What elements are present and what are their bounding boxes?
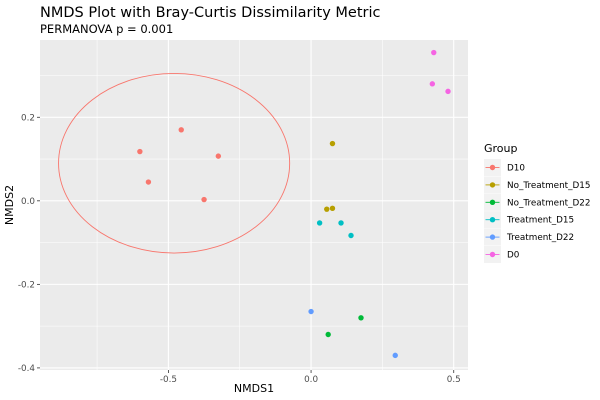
x-axis-title: NMDS1 (234, 382, 274, 395)
point-d10 (201, 196, 207, 203)
y-axis-ticks: -0.4 -0.2 0.0 0.2 (18, 113, 40, 374)
data-points (137, 49, 451, 359)
point-no-treatment-d22 (358, 315, 364, 321)
grid-minor (40, 40, 468, 370)
legend-label-no-treatment-d22: No_Treatment_D22 (507, 198, 591, 208)
legend-items: D10 No_Treatment_D15 No_Treatment_D22 Treat… (484, 159, 591, 263)
legend-point-no-treatment-d22 (489, 199, 496, 205)
legend-label-no-treatment-d15: No_Treatment_D15 (507, 181, 591, 191)
x-tick-label: 0.5 (447, 375, 461, 385)
point-d10 (145, 179, 152, 185)
legend-point-d0 (489, 251, 496, 258)
point-d10 (137, 148, 143, 155)
legend-label-treatment-d15: Treatment_D15 (506, 216, 574, 226)
grid-major (40, 40, 468, 370)
point-no-treatment-d15 (329, 205, 336, 212)
legend-point-d10 (489, 164, 496, 171)
legend-title: Group (484, 142, 518, 155)
legend-label-d0: D0 (507, 251, 520, 261)
confidence-ellipses (58, 72, 291, 254)
x-tick-label: 0.0 (304, 375, 318, 385)
y-tick-label: -0.4 (18, 364, 36, 374)
point-treatment-d15 (338, 220, 344, 226)
ellipse-d10 (58, 72, 291, 254)
point-treatment-d15 (316, 220, 323, 226)
point-treatment-d22 (308, 308, 314, 315)
legend-label-treatment-d22: Treatment_D22 (506, 233, 574, 243)
y-tick-label: 0.2 (21, 113, 35, 123)
point-treatment-d22 (392, 352, 398, 359)
x-axis-ticks: -0.5 0.0 0.5 (160, 370, 461, 385)
chart-title: NMDS Plot with Bray-Curtis Dissimilarity… (40, 5, 381, 21)
point-d0 (431, 49, 437, 56)
y-axis-title: NMDS2 (3, 185, 16, 225)
legend: Group D10 No_Treatment_D15 No_Treatment_D2… (484, 142, 591, 263)
legend-point-treatment-d22 (489, 234, 496, 240)
plot-panel (40, 40, 468, 370)
y-tick-label: 0.0 (21, 197, 35, 207)
legend-point-treatment-d15 (489, 217, 496, 223)
y-tick-label: -0.2 (18, 280, 35, 290)
point-treatment-d15 (348, 232, 354, 239)
legend-label-d10: D10 (507, 164, 525, 174)
point-no-treatment-d15 (324, 206, 330, 212)
point-d10 (178, 127, 184, 133)
point-no-treatment-d22 (325, 331, 331, 338)
chart-subtitle: PERMANOVA p = 0.001 (40, 22, 173, 36)
x-tick-label: -0.5 (160, 375, 177, 385)
point-d0 (429, 81, 436, 87)
point-no-treatment-d15 (329, 140, 336, 147)
point-d0 (445, 88, 451, 95)
point-d10 (215, 153, 222, 159)
legend-point-no-treatment-d15 (489, 182, 496, 188)
